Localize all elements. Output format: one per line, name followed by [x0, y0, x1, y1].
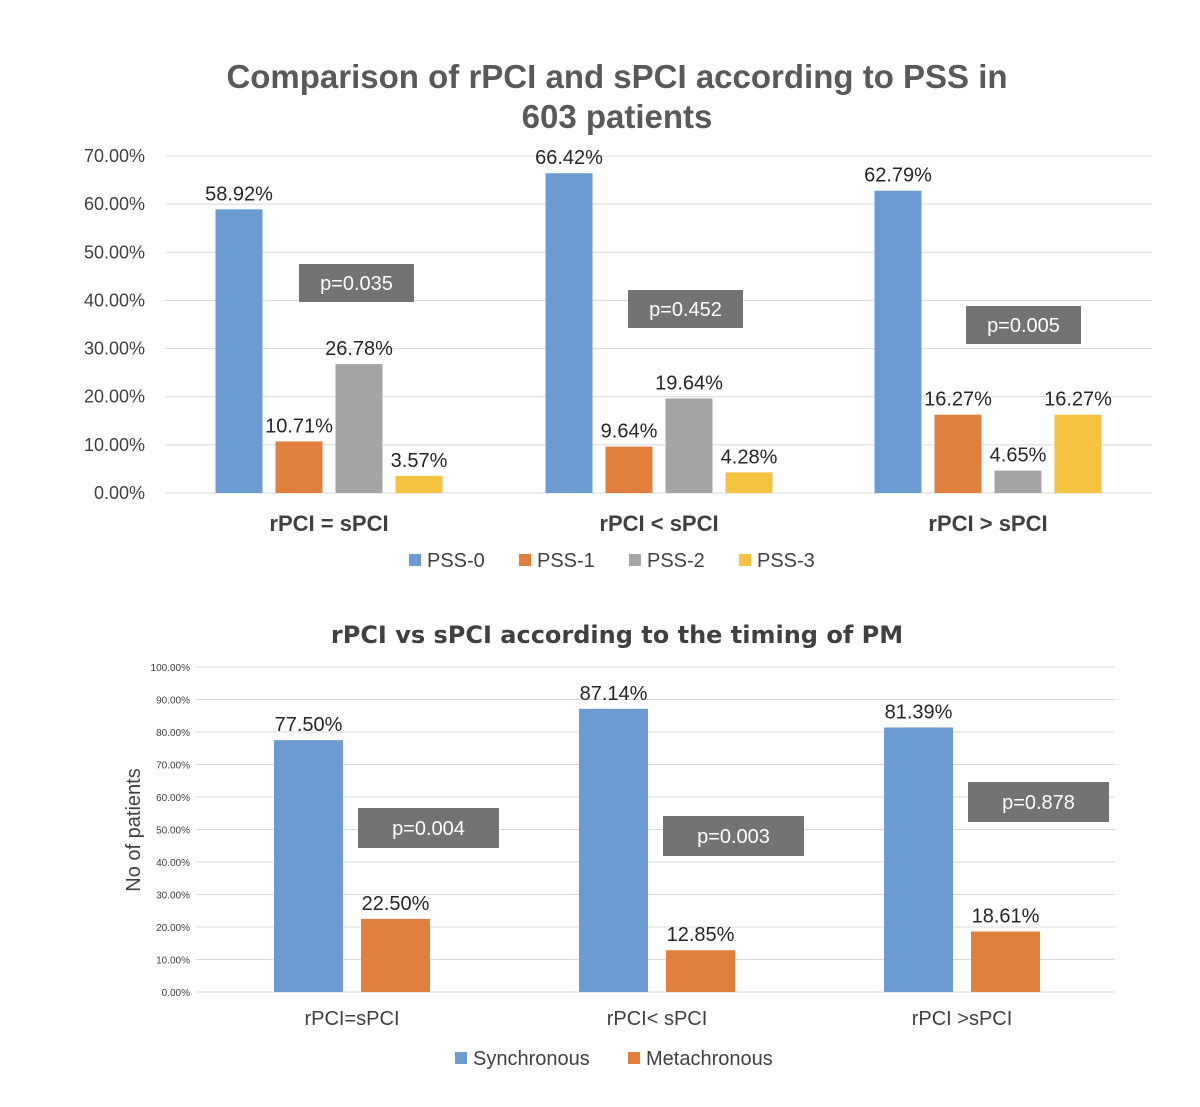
bar	[274, 740, 343, 992]
bar	[215, 209, 263, 493]
legend-label: Metachronous	[646, 1048, 773, 1070]
data-label: 18.61%	[972, 906, 1040, 928]
p-value-box	[628, 290, 743, 328]
data-label: 12.85%	[667, 924, 735, 946]
bar	[934, 414, 982, 493]
y-tick-label: 40.00%	[156, 858, 190, 869]
bar	[666, 950, 735, 992]
data-label: 66.42%	[535, 147, 603, 169]
legend-swatch	[519, 554, 531, 566]
bar	[395, 475, 443, 493]
p-value-box	[663, 816, 804, 856]
p-value-label: p=0.003	[697, 826, 770, 848]
chart-1: Comparison of rPCI and sPCI according to…	[84, 58, 1152, 572]
data-label: 16.27%	[1044, 389, 1112, 411]
p-value-label: p=0.005	[987, 315, 1060, 337]
p-value-box	[358, 808, 499, 848]
y-tick-label: 60.00%	[84, 194, 145, 214]
y-tick-label: 30.00%	[84, 339, 145, 359]
data-label: 19.64%	[655, 372, 723, 394]
bar	[335, 364, 383, 493]
chart-title-line: Comparison of rPCI and sPCI according to…	[226, 58, 1007, 95]
data-label: 58.92%	[205, 183, 273, 205]
legend-swatch	[409, 554, 421, 566]
bar	[361, 918, 430, 992]
legend-label: Synchronous	[473, 1048, 590, 1070]
y-tick-label: 10.00%	[84, 435, 145, 455]
y-tick-label: 60.00%	[156, 793, 190, 804]
bar	[605, 446, 653, 493]
chart-title-line: rPCI vs sPCI according to the timing of …	[331, 621, 903, 649]
y-tick-label: 20.00%	[84, 387, 145, 407]
data-label: 9.64%	[601, 421, 658, 443]
p-value-label: p=0.035	[320, 273, 393, 295]
data-label: 4.28%	[721, 446, 778, 468]
y-tick-label: 90.00%	[156, 696, 190, 707]
y-tick-label: 50.00%	[84, 242, 145, 262]
p-value-box	[299, 264, 414, 302]
bar	[1054, 414, 1102, 493]
data-label: 10.71%	[265, 415, 333, 437]
legend-swatch	[628, 1052, 640, 1064]
y-tick-label: 50.00%	[156, 826, 190, 837]
p-value-box	[968, 782, 1109, 822]
legend-label: PSS-2	[647, 550, 705, 572]
chart-title-line: 603 patients	[522, 98, 713, 135]
bar	[545, 173, 593, 493]
bar	[971, 931, 1040, 992]
bar	[994, 470, 1042, 493]
p-value-label: p=0.004	[392, 818, 465, 840]
data-label: 16.27%	[924, 389, 992, 411]
bar	[884, 727, 953, 992]
p-value-box	[966, 306, 1081, 344]
legend-swatch	[739, 554, 751, 566]
x-tick-label: rPCI > sPCI	[928, 511, 1047, 536]
y-tick-label: 20.00%	[156, 923, 190, 934]
x-tick-label: rPCI >sPCI	[912, 1008, 1013, 1030]
y-tick-label: 70.00%	[84, 146, 145, 166]
data-label: 81.39%	[885, 701, 953, 723]
y-tick-label: 0.00%	[162, 988, 190, 999]
y-tick-label: 80.00%	[156, 728, 190, 739]
legend-label: PSS-0	[427, 550, 485, 572]
data-label: 3.57%	[391, 450, 448, 472]
bar	[665, 398, 713, 493]
y-tick-label: 100.00%	[151, 663, 191, 674]
x-tick-label: rPCI< sPCI	[607, 1008, 708, 1030]
legend-label: PSS-3	[757, 550, 815, 572]
y-tick-label: 30.00%	[156, 891, 190, 902]
data-label: 26.78%	[325, 338, 393, 360]
data-label: 4.65%	[990, 445, 1047, 467]
y-tick-label: 40.00%	[84, 290, 145, 310]
legend-swatch	[629, 554, 641, 566]
data-label: 87.14%	[580, 683, 648, 705]
x-tick-label: rPCI < sPCI	[599, 511, 718, 536]
bar	[874, 190, 922, 493]
chart-2: rPCI vs sPCI according to the timing of …	[123, 621, 1115, 1070]
legend-swatch	[455, 1052, 467, 1064]
data-label: 77.50%	[275, 714, 343, 736]
bar	[725, 472, 773, 493]
legend-label: PSS-1	[537, 550, 595, 572]
p-value-label: p=0.878	[1002, 792, 1075, 814]
data-label: 62.79%	[864, 165, 932, 187]
p-value-label: p=0.452	[649, 299, 722, 321]
x-tick-label: rPCI = sPCI	[269, 511, 388, 536]
y-axis-label: No of patients	[123, 768, 145, 891]
bar	[579, 708, 648, 992]
x-tick-label: rPCI=sPCI	[304, 1008, 399, 1030]
data-label: 22.50%	[362, 893, 430, 915]
y-tick-label: 70.00%	[156, 761, 190, 772]
y-tick-label: 0.00%	[94, 483, 145, 503]
y-tick-label: 10.00%	[156, 956, 190, 967]
bar	[275, 441, 323, 493]
